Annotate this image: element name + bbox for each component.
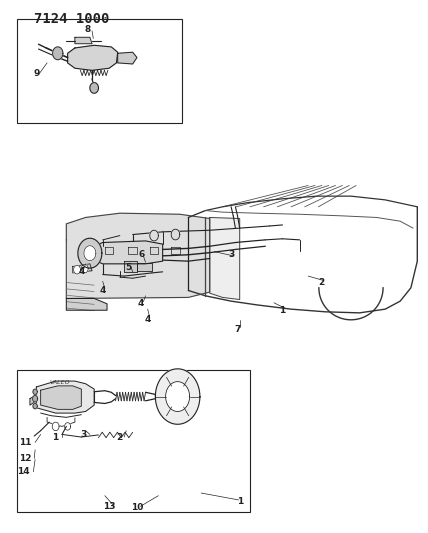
Polygon shape bbox=[78, 238, 102, 268]
Polygon shape bbox=[66, 213, 210, 298]
Polygon shape bbox=[53, 47, 63, 60]
Polygon shape bbox=[33, 389, 37, 394]
Text: 3: 3 bbox=[228, 251, 234, 259]
Polygon shape bbox=[36, 381, 94, 413]
Text: 14: 14 bbox=[17, 467, 30, 476]
Text: 4: 4 bbox=[145, 316, 151, 324]
Polygon shape bbox=[90, 83, 98, 93]
Text: 12: 12 bbox=[19, 454, 32, 463]
Text: VALEO: VALEO bbox=[49, 380, 70, 385]
Polygon shape bbox=[210, 217, 240, 300]
Polygon shape bbox=[81, 264, 88, 273]
Polygon shape bbox=[74, 265, 80, 274]
Text: 6: 6 bbox=[138, 251, 144, 259]
Text: 7: 7 bbox=[235, 325, 241, 334]
Polygon shape bbox=[137, 263, 152, 271]
Polygon shape bbox=[33, 403, 37, 409]
Text: 4: 4 bbox=[100, 286, 106, 295]
Polygon shape bbox=[68, 45, 118, 70]
Polygon shape bbox=[41, 386, 81, 409]
Text: 4: 4 bbox=[138, 300, 144, 308]
Polygon shape bbox=[166, 382, 190, 411]
Polygon shape bbox=[65, 423, 71, 430]
Text: 1: 1 bbox=[279, 306, 285, 314]
Polygon shape bbox=[94, 241, 163, 264]
Polygon shape bbox=[33, 395, 38, 402]
Text: 7124 1000: 7124 1000 bbox=[34, 12, 110, 26]
Polygon shape bbox=[171, 229, 180, 240]
Text: 1: 1 bbox=[53, 433, 59, 441]
Text: 8: 8 bbox=[85, 25, 91, 34]
Text: 5: 5 bbox=[125, 263, 131, 272]
Text: 2: 2 bbox=[318, 278, 324, 287]
Text: 10: 10 bbox=[131, 504, 143, 512]
Text: 2: 2 bbox=[117, 433, 123, 441]
Bar bbox=[17, 370, 250, 512]
Text: 11: 11 bbox=[19, 438, 32, 447]
Text: 1: 1 bbox=[237, 497, 243, 505]
Polygon shape bbox=[84, 246, 96, 261]
Text: 4: 4 bbox=[78, 268, 84, 276]
Polygon shape bbox=[73, 264, 92, 273]
Polygon shape bbox=[75, 37, 92, 44]
Text: 13: 13 bbox=[103, 502, 116, 511]
Polygon shape bbox=[118, 52, 137, 64]
Bar bbox=[17, 19, 182, 123]
Text: 9: 9 bbox=[33, 69, 39, 78]
Polygon shape bbox=[155, 369, 200, 424]
Polygon shape bbox=[124, 261, 137, 272]
Polygon shape bbox=[30, 394, 36, 405]
Polygon shape bbox=[150, 230, 158, 241]
Text: 3: 3 bbox=[80, 430, 86, 439]
Polygon shape bbox=[66, 298, 107, 310]
Polygon shape bbox=[52, 422, 59, 431]
